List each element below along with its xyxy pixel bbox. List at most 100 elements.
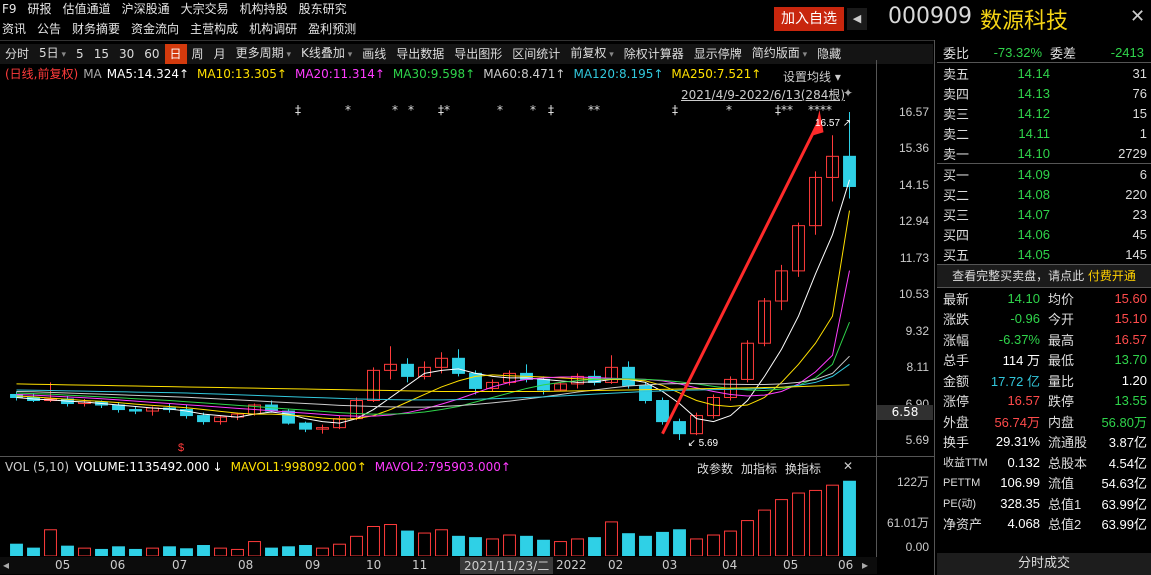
candle-body [401,363,414,377]
stat-row-3: 总手 114 万最低 13.70 [937,350,1151,371]
toolbar-item-5[interactable]: 60 [144,47,160,61]
nav-row2-4[interactable]: 主营构成 [190,22,239,36]
nav-row1-5[interactable]: 机构持股 [239,2,288,16]
buys-row-4[interactable]: 买五 14.05 145 [937,244,1151,264]
dividend-marker: $ [178,442,184,454]
nav-row1-0[interactable]: F9 [2,1,17,16]
x-tick-5: 10 [366,558,382,572]
current-price-tag: 6.58 [877,405,933,420]
stat-row-10: PE(动) 328.35 总值1 63.99亿 [937,493,1151,514]
volume-bar [843,480,856,556]
stat-value: 16.57 [1007,393,1040,409]
pay-link[interactable]: 付费开通 [1087,269,1136,283]
stat-key: 内盘 [1048,414,1075,430]
sell-orders: 卖五 14.14 31 卖四 14.13 76 卖三 14.12 15 卖二 14.11 1 卖一 14.… [937,63,1151,163]
nav-row1-2[interactable]: 估值通道 [62,2,111,16]
stat-value: -0.96 [1010,311,1040,327]
stat-value: 29.31% [995,434,1040,450]
stat-value: 328.35 [1000,495,1040,511]
toolbar-item-14[interactable]: 区间统计 [512,47,561,61]
buys-row-3[interactable]: 买四 14.06 45 [937,224,1151,244]
back-arrow-icon[interactable]: ◀ [847,8,867,30]
buys-row-2[interactable]: 买三 14.07 23 [937,204,1151,224]
scroll-left-icon[interactable]: ◂ [3,558,10,572]
nav-row2-1[interactable]: 公告 [37,22,62,36]
volume-bar [214,547,227,556]
nav-row2-0[interactable]: 资讯 [2,22,27,36]
volume-close-icon[interactable]: ✕ [843,459,854,473]
buys-row-1[interactable]: 买二 14.08 220 [937,184,1151,204]
toolbar-item-12[interactable]: 导出数据 [396,47,445,61]
sells-row-1[interactable]: 卖四 14.13 76 [937,83,1151,103]
toolbar-item-2[interactable]: 5 [76,47,84,61]
nav-row1-1[interactable]: 研报 [27,2,52,16]
time-axis[interactable]: ◂ 05 06 07 08 09 10 11 2021/11/23/二 2022 02 03 04 05 0… [0,557,877,574]
volume-bar [588,537,601,556]
stat-value: 4.068 [1007,516,1040,532]
tick-trades-button[interactable]: 分时成交 [937,553,1151,575]
toolbar-item-17[interactable]: 显示停牌 [693,47,742,61]
stat-key: PETTM [943,476,981,489]
signal-marker: * [408,103,414,117]
sells-row-4[interactable]: 卖一 14.10 2729 [937,143,1151,163]
volume-bar [486,538,499,556]
sells-row-0[interactable]: 卖五 14.14 31 [937,63,1151,83]
x-tick-3: 08 [238,558,254,572]
nav-row2-3[interactable]: 资金流向 [131,22,180,36]
buys-price: 14.08 [1017,186,1050,202]
volume-bar [78,547,91,556]
full-order-book-link[interactable]: 查看完整买卖盘，请点此 付费开通 [937,265,1151,287]
nav-row1-4[interactable]: 大宗交易 [180,2,229,16]
nav-row1-6[interactable]: 股东研究 [298,2,347,16]
toolbar-item-3[interactable]: 15 [93,47,109,61]
toolbar-item-7[interactable]: 周 [191,47,204,61]
buys-row-0[interactable]: 买一 14.09 6 [937,164,1151,184]
add-to-watchlist-button[interactable]: 加入自选 [774,7,844,31]
sells-row-2[interactable]: 卖三 14.12 15 [937,103,1151,123]
toolbar-item-1[interactable]: 5日 [34,43,71,65]
toolbar-item-15[interactable]: 前复权 [565,43,618,65]
toolbar-item-9[interactable]: 更多周期 [231,43,296,65]
scroll-right-icon[interactable]: ▸ [862,558,869,572]
pin-icon[interactable]: ✦ [843,86,854,100]
volume-button-2[interactable]: 换指标 [785,462,822,476]
volume-bar [520,535,533,556]
toolbar-item-19[interactable]: 隐藏 [817,47,842,61]
stat-value: 13.55 [1114,393,1147,409]
nav-row1-3[interactable]: 沪深股通 [121,2,170,16]
volume-bar [758,509,771,556]
ma-items: MA5:14.324↑ MA10:13.305↑ MA20:11.314↑ MA30:… [107,67,770,81]
candle-body [758,300,771,344]
stat-value: 1.20 [1121,372,1147,388]
stat-value: 63.99亿 [1101,517,1147,533]
ma-line-ma120 [16,363,850,401]
toolbar-item-4[interactable]: 30 [118,47,135,61]
toolbar-item-16[interactable]: 除权计算器 [623,47,684,61]
price-tick-7: 8.11 [906,360,929,375]
volume-button-0[interactable]: 改参数 [697,462,734,476]
toolbar-item-13[interactable]: 导出图形 [454,47,503,61]
toolbar-item-6[interactable]: 日 [164,44,187,64]
close-icon[interactable]: ✕ [1130,6,1146,27]
toolbar-item-11[interactable]: 画线 [362,47,387,61]
kline-chart[interactable]: ‡ * * * ‡* * * ‡ ** ‡ * ‡** **** 16.57 ↗↙ 5.69$ [0,100,877,455]
ma-line-ma5 [16,179,850,424]
stat-row-7: 换手 29.31% 流通股 3.87亿 [937,432,1151,453]
toolbar-item-8[interactable]: 月 [213,47,226,61]
volume-button-1[interactable]: 加指标 [741,462,778,476]
nav-row2-5[interactable]: 机构调研 [249,22,298,36]
stat-key: PE(动) [943,498,976,511]
stat-key: 收益TTM [943,457,988,470]
nav-row2-6[interactable]: 盈利预测 [308,22,357,36]
date-range[interactable]: 2021/4/9-2022/6/13(284根) [681,88,846,102]
set-ma-button[interactable]: 设置均线 ▾ [783,70,841,84]
low-label: ↙ 5.69 [688,438,719,449]
toolbar-item-0[interactable]: 分时 [5,47,30,61]
stat-key: 跌停 [1048,394,1075,410]
toolbar-item-10[interactable]: K线叠加 [296,43,357,65]
sells-row-3[interactable]: 卖二 14.11 1 [937,123,1151,143]
toolbar-item-18[interactable]: 简约版面 [747,43,812,65]
volume-bar [690,538,703,556]
nav-row2-2[interactable]: 财务摘要 [72,22,121,36]
stat-value: 56.74万 [994,414,1040,430]
